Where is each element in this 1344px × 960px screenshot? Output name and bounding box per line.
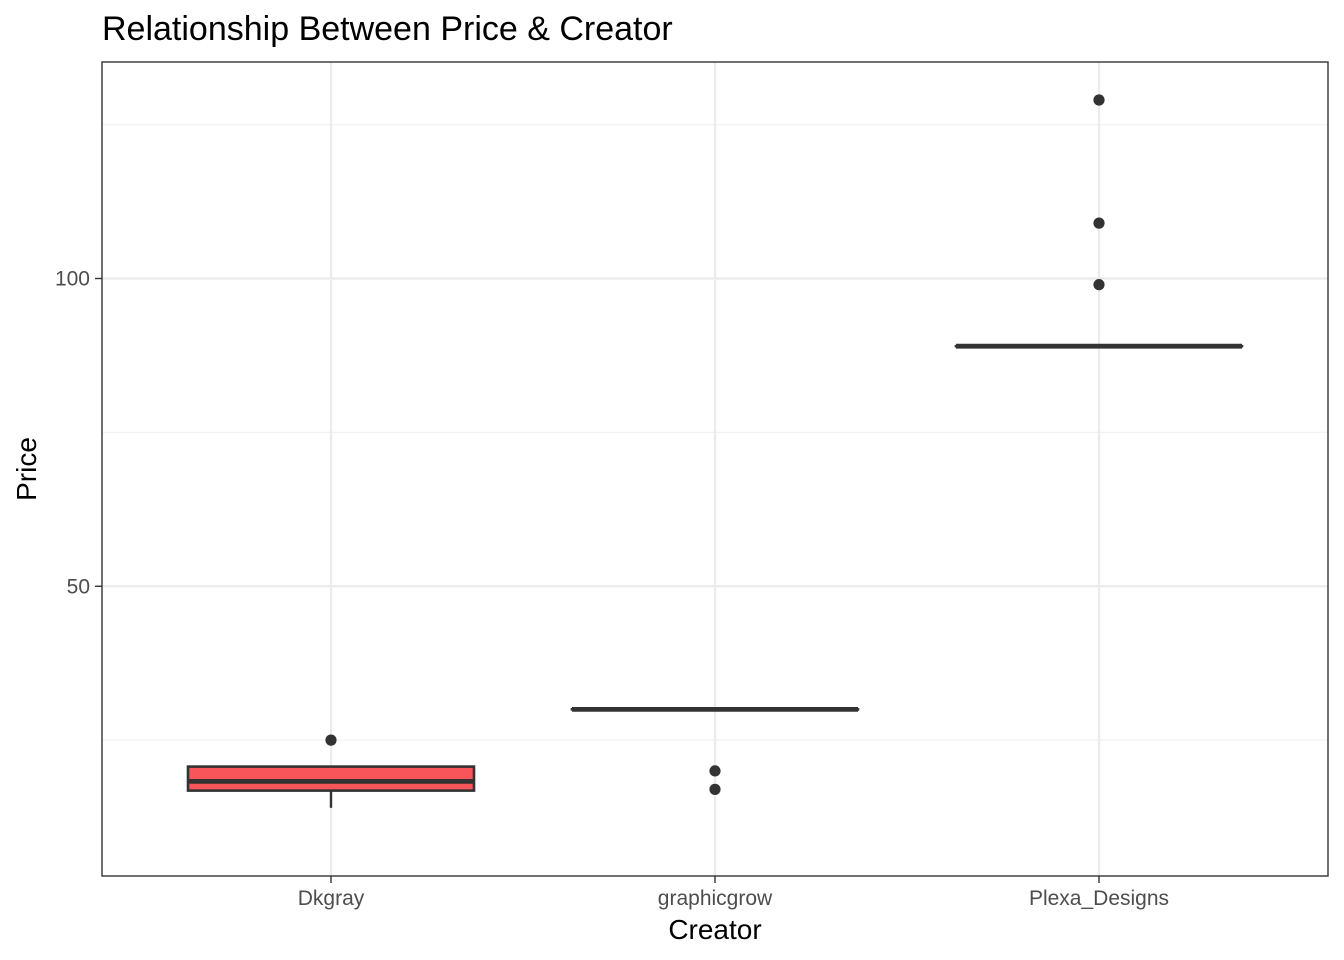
outlier-point (709, 783, 721, 795)
x-axis-title: Creator (668, 914, 761, 945)
box-body (186, 765, 476, 792)
outlier-point (709, 765, 721, 777)
tick-layer: 50 100 Dkgray graphicgrow Plexa_Designs (55, 268, 1169, 911)
outlier-point (1093, 217, 1105, 229)
panel-border (101, 61, 1329, 877)
box-layer (186, 94, 1244, 808)
box-graphicgrow (570, 706, 860, 795)
y-tick-label: 50 (67, 575, 90, 598)
x-tick-label: Dkgray (298, 887, 365, 910)
y-tick-label: 100 (55, 268, 90, 291)
box-plexa-designs (954, 94, 1244, 349)
x-tick-label: graphicgrow (658, 887, 773, 910)
outlier-point (325, 734, 337, 746)
outlier-point (1093, 279, 1105, 291)
chart-title: Relationship Between Price & Creator (102, 10, 673, 48)
outlier-point (1093, 94, 1105, 106)
y-axis-title: Price (11, 437, 42, 501)
box-dkgray (186, 734, 476, 808)
grid-layer (102, 62, 1328, 876)
x-tick-label: Plexa_Designs (1029, 887, 1169, 910)
